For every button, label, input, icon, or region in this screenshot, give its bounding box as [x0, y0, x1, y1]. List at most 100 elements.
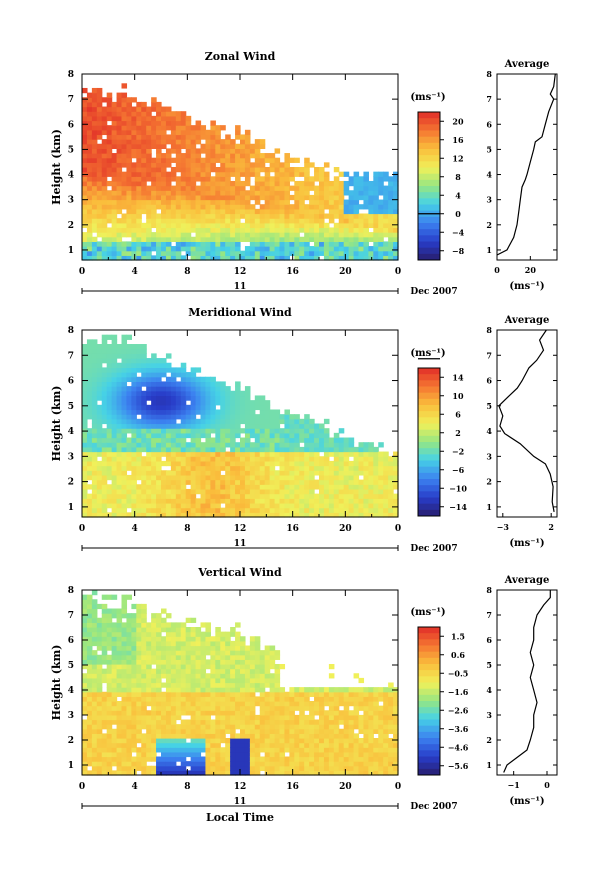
heatmap-cell — [82, 705, 88, 711]
heatmap-cell — [91, 710, 98, 716]
heatmap-cell — [126, 129, 132, 136]
heatmap-cell — [141, 111, 147, 117]
heatmap-cell — [170, 194, 177, 201]
heatmap-cell — [240, 255, 246, 261]
heatmap-cell — [240, 153, 246, 159]
heatmap-cell — [254, 687, 261, 693]
heatmap-cell — [96, 344, 103, 350]
heatmap-cell — [210, 139, 216, 145]
heatmap-cell — [284, 208, 290, 215]
heatmap-cell — [220, 673, 226, 679]
heatmap-cell — [161, 728, 167, 734]
heatmap-cell — [230, 640, 236, 647]
heatmap-cell — [284, 180, 290, 187]
heatmap-cell — [230, 139, 236, 145]
heatmap-cell — [225, 738, 231, 744]
heatmap-cell — [309, 204, 315, 210]
heatmap-cell — [106, 751, 113, 758]
heatmap-cell — [121, 512, 128, 518]
heatmap-cell — [86, 204, 93, 210]
heatmap-cell — [141, 636, 147, 642]
heatmap-cell — [299, 185, 305, 191]
y-tick-label: 3 — [68, 452, 74, 462]
heatmap-cell — [240, 451, 246, 457]
heatmap-cell — [323, 190, 330, 196]
heatmap-cell — [111, 236, 118, 242]
heatmap-cell — [121, 608, 128, 614]
heatmap-cell — [131, 701, 137, 707]
y-tick-label: 6 — [68, 377, 74, 387]
heatmap-cell — [151, 204, 157, 210]
heatmap-cell — [240, 465, 246, 471]
heatmap-cell — [161, 185, 167, 191]
heatmap-cell — [146, 507, 152, 513]
heatmap-cell — [269, 719, 276, 725]
heatmap-cell — [200, 236, 207, 242]
heatmap-cell — [358, 484, 365, 490]
heatmap-cell — [215, 696, 221, 702]
heatmap-cell — [230, 474, 236, 481]
heatmap-cell — [165, 488, 172, 495]
heatmap-cell — [244, 190, 251, 196]
heatmap-cell — [136, 139, 142, 145]
heatmap-cell — [91, 367, 98, 373]
heatmap-cell — [165, 765, 172, 771]
heatmap-cell — [170, 488, 177, 495]
heatmap-cell — [101, 255, 108, 261]
heatmap-cell — [274, 668, 281, 674]
heatmap-cell — [274, 185, 281, 191]
heatmap-cell — [363, 479, 369, 485]
heatmap-cell — [165, 460, 172, 467]
heatmap-cell — [225, 691, 231, 697]
heatmap-cell — [269, 153, 276, 159]
heatmap-cell — [156, 111, 162, 117]
heatmap-cell — [121, 507, 128, 513]
heatmap-cell — [240, 236, 246, 242]
heatmap-cell — [368, 474, 374, 481]
heatmap-cell — [170, 236, 177, 242]
heatmap-cell — [101, 171, 108, 177]
heatmap-cell — [156, 498, 162, 504]
heatmap-cell — [240, 190, 246, 196]
heatmap-cell — [116, 446, 123, 453]
heatmap-cell — [289, 747, 295, 753]
heatmap-cell — [269, 673, 276, 679]
heatmap-cell — [146, 432, 152, 439]
heatmap-cell — [82, 710, 88, 716]
heatmap-cell — [101, 339, 108, 345]
heatmap-cell — [294, 733, 300, 739]
heatmap-cell — [121, 682, 128, 688]
heatmap-cell — [141, 134, 147, 140]
heatmap-cell — [136, 488, 142, 495]
heatmap-cell — [319, 770, 325, 776]
heatmap-cell — [235, 733, 241, 739]
heatmap-cell — [393, 227, 399, 233]
heatmap-cell — [106, 236, 113, 242]
heatmap-cell — [121, 502, 128, 509]
heatmap-cell — [136, 747, 142, 753]
heatmap-cell — [111, 115, 118, 122]
heatmap-cell — [121, 101, 128, 108]
heatmap-cell — [180, 204, 187, 210]
heatmap-cell — [165, 682, 172, 688]
heatmap-cell — [235, 185, 241, 191]
heatmap-cell — [111, 451, 118, 457]
heatmap-cell — [106, 622, 113, 628]
heatmap-cell — [116, 101, 123, 108]
heatmap-cell — [146, 120, 152, 126]
heatmap-cell — [264, 190, 271, 196]
heatmap-cell — [131, 227, 137, 233]
heatmap-cell — [141, 101, 147, 108]
heatmap-cell — [91, 236, 98, 242]
heatmap-cell — [136, 608, 142, 614]
heatmap-cell — [274, 650, 281, 656]
heatmap-cell — [254, 437, 261, 443]
heatmap-cell — [82, 348, 88, 354]
heatmap-cell — [195, 714, 202, 721]
heatmap-cell — [136, 465, 142, 471]
heatmap-cell — [146, 204, 152, 210]
heatmap-cell — [111, 664, 118, 670]
heatmap-cell — [185, 129, 192, 136]
heatmap-cell — [151, 650, 157, 656]
heatmap-cell — [165, 631, 172, 637]
